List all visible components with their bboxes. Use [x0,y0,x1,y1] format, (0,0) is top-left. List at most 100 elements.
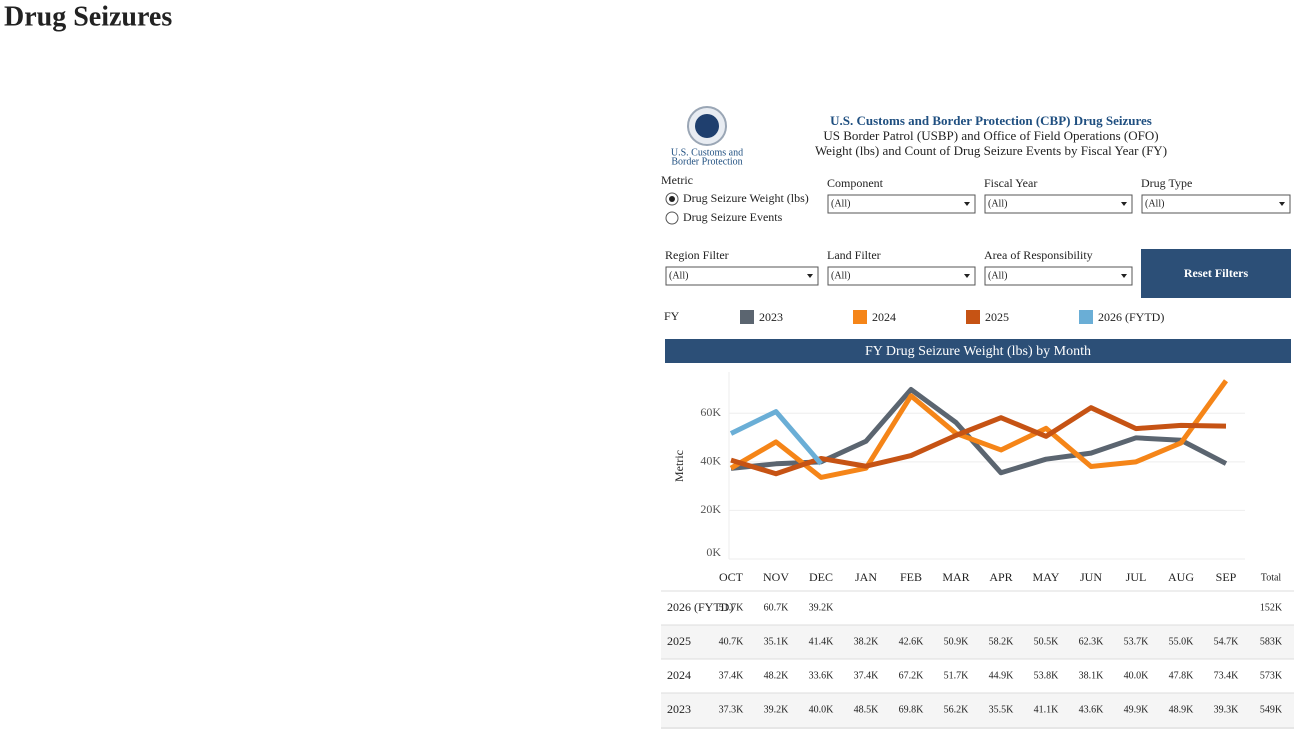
row-label: 2024 [667,668,691,682]
x-tick-label: AUG [1168,570,1194,584]
x-tick-label: JAN [855,570,877,584]
legend-label[interactable]: 2023 [759,310,783,324]
cell: 39.2K [809,602,835,613]
row-total: 549K [1260,704,1283,715]
dropdown-arrow[interactable] [1279,202,1285,206]
cell: 58.2K [989,636,1015,647]
legend-swatch[interactable] [740,310,754,324]
dropdown[interactable] [827,266,976,286]
dropdown-value[interactable]: (All) [831,270,850,281]
line [729,409,823,466]
filter-label: Drug Type [1141,176,1192,190]
x-tick-label: DEC [809,570,833,584]
radio[interactable] [665,211,679,225]
cell: 50.9K [944,636,970,647]
x-tick-label: FEB [900,570,922,584]
x-tick-label: JUL [1126,570,1147,584]
cell: 41.1K [1034,704,1060,715]
dropdown-value[interactable]: (All) [988,198,1007,209]
x-tick-label: APR [989,570,1012,584]
dropdown-arrow[interactable] [1121,274,1127,278]
reset-button-label[interactable]: Reset Filters [1184,266,1249,280]
line [729,379,1229,480]
legend-swatch[interactable] [966,310,980,324]
dropdown[interactable] [984,266,1133,286]
cell: 38.1K [1079,670,1105,681]
dropdown[interactable] [984,194,1133,214]
row-label: 2023 [667,702,691,716]
x-tick-label: JUN [1080,570,1102,584]
seal-inner [695,114,719,138]
cell: 47.8K [1169,670,1195,681]
cell: 40.0K [809,704,835,715]
dropdown-arrow[interactable] [1121,202,1127,206]
logo-text: U.S. Customs and [671,147,743,158]
cell: 48.5K [854,704,880,715]
radio-label[interactable]: Drug Seizure Weight (lbs) [683,191,809,205]
cell: 51.7K [719,602,745,613]
dropdown-arrow[interactable] [964,274,970,278]
radio-label[interactable]: Drug Seizure Events [683,210,783,224]
dropdown-value[interactable]: (All) [988,270,1007,281]
dropdown-arrow[interactable] [807,274,813,278]
dashboard-subtitle: Weight (lbs) and Count of Drug Seizure E… [815,143,1167,158]
cell: 38.2K [854,636,880,647]
x-tick-label: SEP [1216,570,1237,584]
cell: 37.4K [719,670,745,681]
cell: 40.0K [1124,670,1150,681]
cell: 37.3K [719,704,745,715]
filter-label: Fiscal Year [984,176,1037,190]
legend-swatch[interactable] [853,310,867,324]
radio-dot[interactable] [669,196,675,202]
legend-label[interactable]: 2024 [872,310,896,324]
line [730,386,1228,476]
cell: 40.7K [719,636,745,647]
cell: 42.6K [899,636,925,647]
x-tick-label: MAY [1033,570,1060,584]
cell: 50.5K [1034,636,1060,647]
legend-label[interactable]: 2025 [985,310,1009,324]
cell: 62.3K [1079,636,1105,647]
cell: 48.9K [1169,704,1195,715]
cell: 37.4K [854,670,880,681]
cell: 55.0K [1169,636,1195,647]
x-tick-label: OCT [719,570,744,584]
dropdown[interactable] [1141,194,1291,214]
cell: 60.7K [764,602,790,613]
dropdown-value[interactable]: (All) [1145,198,1164,209]
dashboard-subtitle: US Border Patrol (USBP) and Office of Fi… [823,128,1158,143]
y-tick-label: 60K [700,405,721,419]
y-tick-label: 0K [706,545,721,559]
cell: 43.6K [1079,704,1105,715]
legend-swatch[interactable] [1079,310,1093,324]
cell: 73.4K [1214,670,1240,681]
cell: 56.2K [944,704,970,715]
cell: 51.7K [944,670,970,681]
legend-label[interactable]: 2026 (FYTD) [1098,310,1164,324]
row-label: 2025 [667,634,691,648]
cell: 48.2K [764,670,790,681]
cell: 35.1K [764,636,790,647]
dropdown-value[interactable]: (All) [831,198,850,209]
chart-title: FY Drug Seizure Weight (lbs) by Month [865,344,1091,359]
reset-button[interactable] [1141,249,1291,298]
filter-label: Region Filter [665,248,729,262]
cell: 35.5K [989,704,1015,715]
dashboard-title: U.S. Customs and Border Protection (CBP)… [830,113,1152,128]
total-header: Total [1261,572,1282,583]
cell: 49.9K [1124,704,1150,715]
x-tick-label: MAR [942,570,969,584]
dropdown[interactable] [827,194,976,214]
dropdown-arrow[interactable] [964,202,970,206]
dropdown[interactable] [665,266,819,286]
cell: 33.6K [809,670,835,681]
cell: 54.7K [1214,636,1240,647]
dropdown-value[interactable]: (All) [669,270,688,281]
y-tick-label: 40K [700,454,721,468]
cell: 69.8K [899,704,925,715]
row-label: 2026 (FYTD) [667,600,733,614]
page-title: Drug Seizures [4,1,172,32]
row-band [661,625,1294,659]
y-tick-label: 20K [700,502,721,516]
cell: 53.8K [1034,670,1060,681]
